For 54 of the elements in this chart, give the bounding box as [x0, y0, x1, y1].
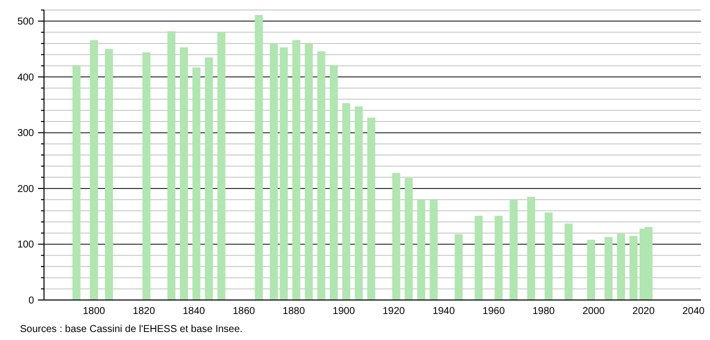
x-tick-label: 1840	[182, 306, 206, 317]
bar	[392, 172, 400, 300]
x-tick-label: 1980	[532, 306, 556, 317]
bar	[167, 31, 176, 300]
y-tick-label: 500	[17, 16, 34, 28]
bar	[430, 200, 438, 300]
bar	[630, 236, 638, 300]
bar	[192, 67, 200, 300]
y-tick-label: 400	[17, 72, 34, 84]
y-tick-label: 0	[28, 296, 34, 306]
y-tick-label: 300	[17, 128, 34, 140]
bar	[330, 65, 338, 300]
bar	[180, 47, 188, 300]
bar	[587, 240, 596, 300]
x-tick-label: 2000	[582, 306, 606, 317]
x-tick-label: 1900	[332, 306, 356, 317]
bar	[404, 178, 413, 300]
bar	[204, 57, 213, 300]
bar	[72, 65, 80, 300]
bar	[544, 212, 553, 300]
x-tick-label: 1880	[282, 306, 306, 317]
x-tick-label: 2040	[682, 306, 706, 317]
x-tick-label: 1860	[232, 306, 256, 317]
bar	[317, 51, 326, 300]
bar	[304, 43, 313, 300]
x-tick-label: 1940	[432, 306, 456, 317]
bar	[354, 106, 363, 300]
bar	[454, 234, 463, 300]
bar	[254, 15, 263, 300]
bar	[604, 236, 613, 300]
bar	[142, 52, 150, 300]
bar	[617, 234, 626, 300]
bar	[474, 216, 483, 300]
bar	[270, 43, 278, 300]
x-tick-label: 1920	[382, 306, 406, 317]
bar	[367, 118, 376, 300]
x-tick-label: 2020	[632, 306, 656, 317]
bar	[494, 216, 503, 300]
bar	[527, 196, 536, 300]
bar	[417, 200, 426, 300]
bar	[280, 47, 288, 300]
bar	[104, 49, 113, 300]
bar	[217, 32, 226, 300]
bar	[342, 103, 350, 300]
bar	[510, 200, 518, 300]
y-tick-label: 100	[17, 240, 34, 251]
bar	[90, 40, 98, 300]
y-tick-label: 200	[17, 184, 34, 195]
x-tick-label: 1960	[482, 306, 506, 317]
x-tick-label: 1800	[82, 306, 106, 317]
bar	[564, 224, 573, 300]
source-note: Sources : base Cassini de l'EHESS et base Insee.	[20, 324, 243, 335]
bar	[292, 40, 300, 300]
x-tick-label: 1820	[132, 306, 156, 317]
